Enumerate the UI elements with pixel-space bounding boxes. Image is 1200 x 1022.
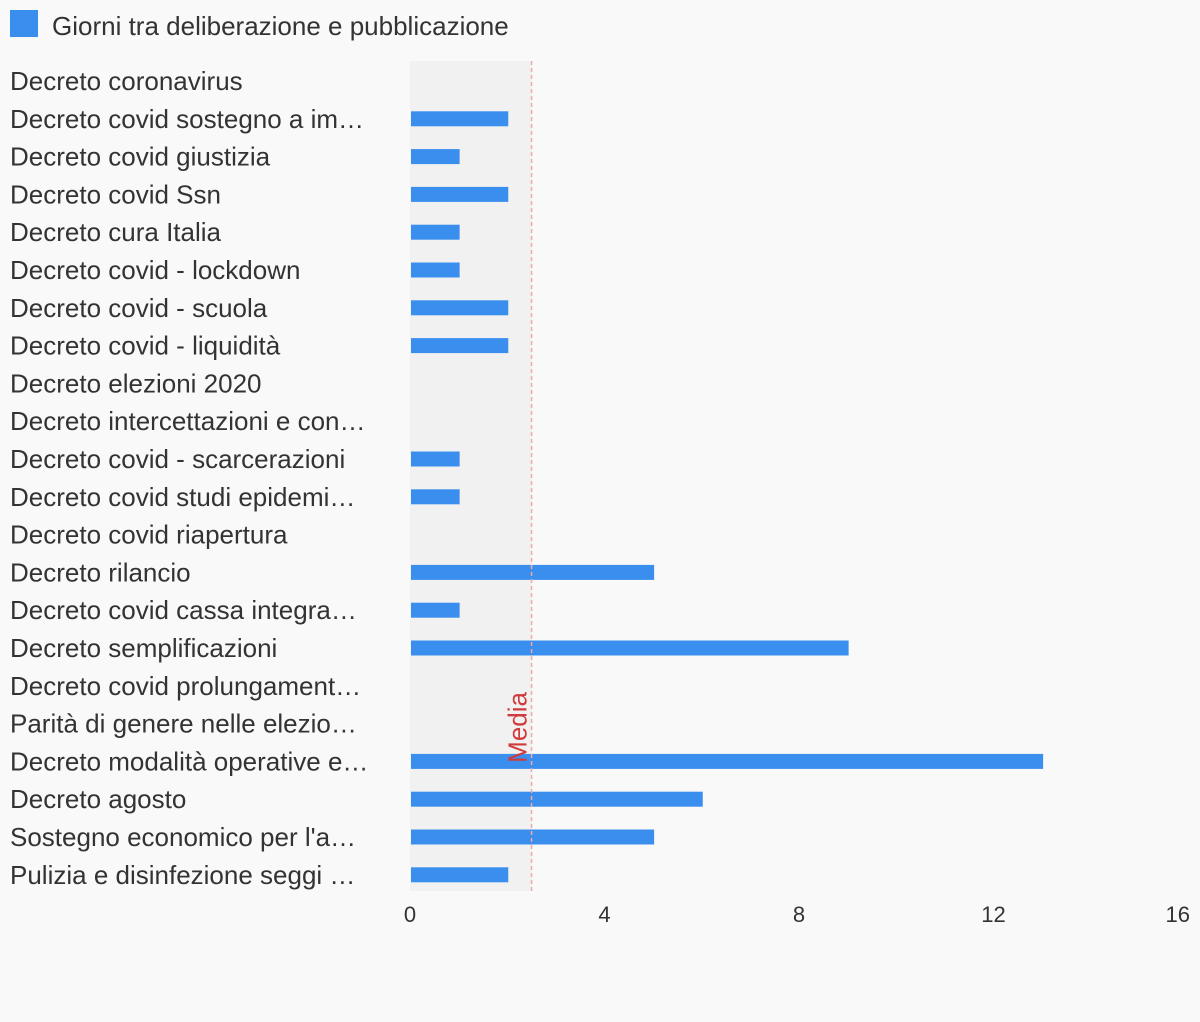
category-label: Decreto covid - scarcerazioni [10,444,345,474]
bar[interactable] [411,753,1044,769]
average-label: Media [503,691,533,762]
category-label: Decreto covid studi epidemi… [10,482,355,512]
category-label: Decreto agosto [10,784,186,814]
bar[interactable] [411,602,460,618]
x-tick-label: 0 [404,902,416,927]
bar[interactable] [411,489,460,505]
category-label: Decreto intercettazioni e con… [10,406,366,436]
category-label: Pulizia e disinfezione seggi … [10,860,355,890]
category-label: Decreto modalità operative e… [10,746,368,776]
category-label: Decreto covid - lockdown [10,255,300,285]
legend-label[interactable]: Giorni tra deliberazione e pubblicazione [52,11,509,41]
category-label: Decreto covid - liquidità [10,331,281,361]
bar[interactable] [411,451,460,467]
category-labels: Decreto coronavirus Decreto covid sostegn… [10,66,368,890]
x-tick-label: 16 [1166,902,1190,927]
category-label: Sostegno economico per l'a… [10,822,356,852]
x-axis-ticks: 0 4 8 12 16 [404,902,1190,927]
x-tick-label: 12 [981,902,1005,927]
category-label: Decreto covid - scuola [10,293,268,323]
category-label: Decreto covid giustizia [10,142,271,172]
category-label: Decreto covid sostegno a im… [10,104,364,134]
bar[interactable] [411,829,655,845]
bar[interactable] [411,640,849,656]
bar[interactable] [411,867,509,883]
bar[interactable] [411,791,703,807]
legend-swatch[interactable] [10,10,38,37]
bar[interactable] [411,149,460,165]
category-label: Decreto semplificazioni [10,633,277,663]
bar[interactable] [411,186,509,202]
category-label: Decreto elezioni 2020 [10,368,262,398]
category-label: Parità di genere nelle elezio… [10,709,357,739]
category-label: Decreto rilancio [10,557,191,587]
x-tick-label: 4 [598,902,610,927]
bar[interactable] [411,564,655,580]
bar[interactable] [411,338,509,354]
bar[interactable] [411,224,460,240]
x-tick-label: 8 [793,902,805,927]
category-label: Decreto covid cassa integra… [10,595,357,625]
category-label: Decreto coronavirus [10,66,243,96]
bars [411,111,1044,883]
bar[interactable] [411,111,509,127]
bar[interactable] [411,262,460,278]
category-label: Decreto cura Italia [10,217,222,247]
bar[interactable] [411,300,509,316]
category-label: Decreto covid Ssn [10,179,221,209]
category-label: Decreto covid riapertura [10,520,288,550]
category-label: Decreto covid prolungament… [10,671,361,701]
